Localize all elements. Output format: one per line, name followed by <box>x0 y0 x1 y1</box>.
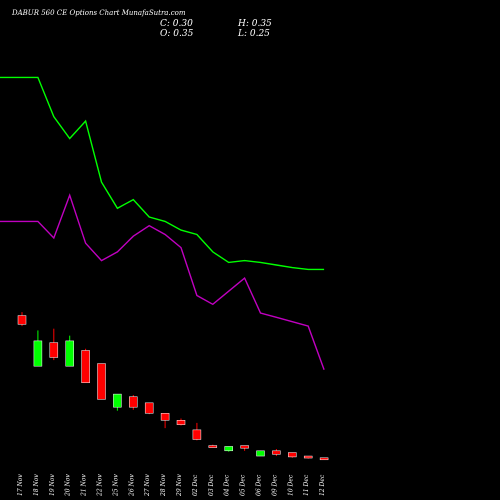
candle-body <box>256 450 265 457</box>
x-tick-label: 06 Dec <box>256 474 263 496</box>
x-tick-label: 10 Dec <box>287 474 294 496</box>
x-tick-label: 09 Dec <box>271 474 278 496</box>
candle-body <box>33 340 43 367</box>
candle-body <box>97 363 106 400</box>
candle-body <box>319 457 329 461</box>
x-tick-label: 18 Nov <box>33 474 40 496</box>
indicator-line-1 <box>0 76 325 271</box>
x-tick-label: 27 Nov <box>144 474 151 497</box>
candle-body <box>144 402 154 414</box>
candle-body <box>160 413 170 421</box>
candle-body <box>49 342 59 358</box>
x-tick-label: 28 Nov <box>160 474 167 497</box>
candle-body <box>224 446 233 452</box>
candle-body <box>240 445 249 449</box>
x-tick-label: 26 Nov <box>128 474 135 497</box>
open-value: O: 0.35 <box>160 29 194 39</box>
x-tick-label: 11 Dec <box>303 474 310 496</box>
candle-body <box>17 315 27 325</box>
candle-body <box>208 445 218 448</box>
x-tick-label: 12 Dec <box>319 474 326 496</box>
x-tick-label: 03 Dec <box>208 474 215 496</box>
close-value: C: 0.30 <box>160 19 193 29</box>
x-tick-label: 21 Nov <box>81 474 88 497</box>
candle-body <box>192 429 202 440</box>
candle-body <box>113 393 122 408</box>
candle-body <box>272 450 281 455</box>
candle-body <box>176 420 186 425</box>
x-tick-label: 20 Nov <box>65 474 72 497</box>
x-tick-label: 04 Dec <box>224 474 231 496</box>
x-tick-label: 17 Nov <box>17 474 24 496</box>
candle-body <box>288 452 297 458</box>
low-value: L: 0.25 <box>238 29 270 39</box>
candle-body <box>81 350 90 384</box>
x-tick-label: 25 Nov <box>112 474 119 497</box>
chart-title: DABUR 560 CE Options Chart MunafaSutra.c… <box>12 9 186 17</box>
x-tick-label: 19 Nov <box>49 474 56 496</box>
x-tick-label: 02 Dec <box>192 474 199 496</box>
candle-body <box>65 340 74 367</box>
indicator-line-2 <box>0 193 325 370</box>
x-tick-label: 05 Dec <box>240 474 247 496</box>
candle-body <box>129 396 138 408</box>
high-value: H: 0.35 <box>238 19 272 29</box>
x-tick-label: 22 Nov <box>97 474 104 497</box>
candle-body <box>303 455 313 459</box>
x-tick-label: 29 Nov <box>176 474 183 497</box>
